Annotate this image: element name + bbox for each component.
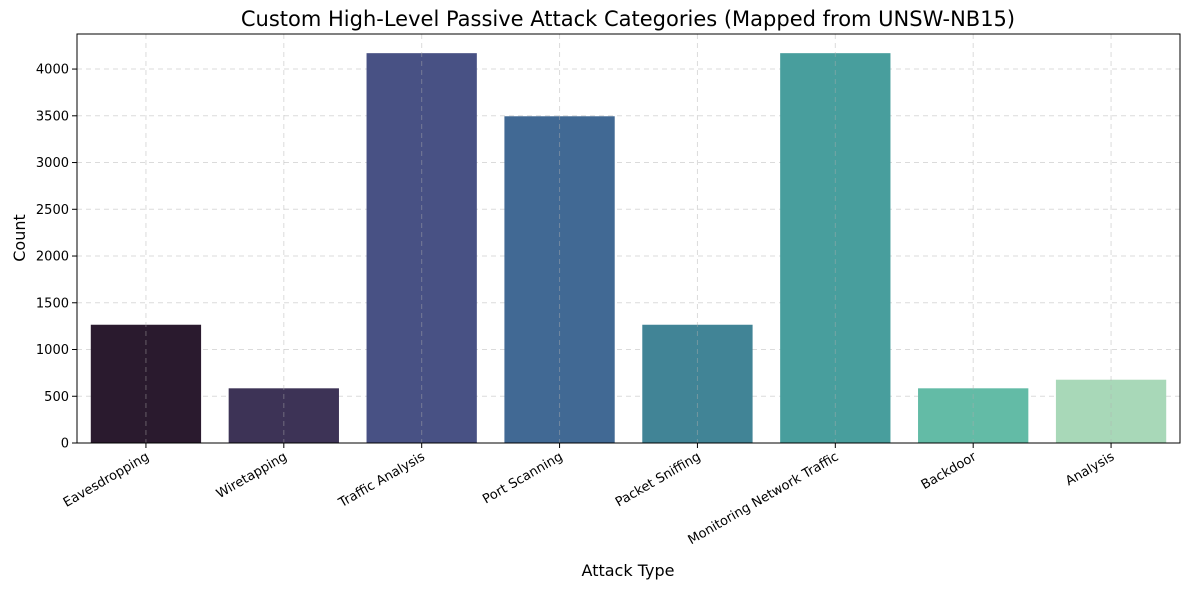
y-tick-label: 2000 [36,250,69,265]
y-tick-label: 4000 [36,63,69,78]
bar [504,116,615,443]
y-axis-ticks: 0 500 1000 1500 2000 2500 3000 3500 4000 [36,63,77,452]
x-axis-label: Attack Type [582,561,675,580]
x-tick-label: Port Scanning [480,449,565,507]
bar [90,324,202,443]
grid [77,68,1180,444]
y-tick-label: 3500 [36,109,69,124]
y-tick-label: 0 [61,437,69,452]
x-tick-label: Eavesdropping [61,449,152,510]
plot-frame [76,33,1181,444]
bar [780,53,891,443]
y-tick-label: 1500 [36,296,69,311]
bar [1055,379,1167,443]
bar [228,388,339,443]
x-axis-ticks: Eavesdropping Wiretapping Traffic Analysis… [61,443,1117,548]
bar [366,53,477,443]
bar [642,324,753,443]
y-tick-label: 3000 [36,156,69,171]
y-tick-label: 500 [44,390,69,405]
chart-title: Custom High-Level Passive Attack Categor… [241,7,1015,31]
vertical-grid [145,34,1112,443]
y-axis-label: Count [10,214,29,262]
bars [90,53,1167,443]
bar [918,388,1029,443]
x-tick-label: Monitoring Network Traffic [686,449,842,548]
x-tick-label: Backdoor [919,449,980,493]
y-tick-label: 1000 [36,343,69,358]
x-tick-label: Wiretapping [214,449,290,501]
x-tick-label: Packet Sniffing [613,449,703,510]
x-tick-label: Analysis [1063,449,1117,489]
y-tick-label: 2500 [36,203,69,218]
x-tick-label: Traffic Analysis [336,449,428,511]
